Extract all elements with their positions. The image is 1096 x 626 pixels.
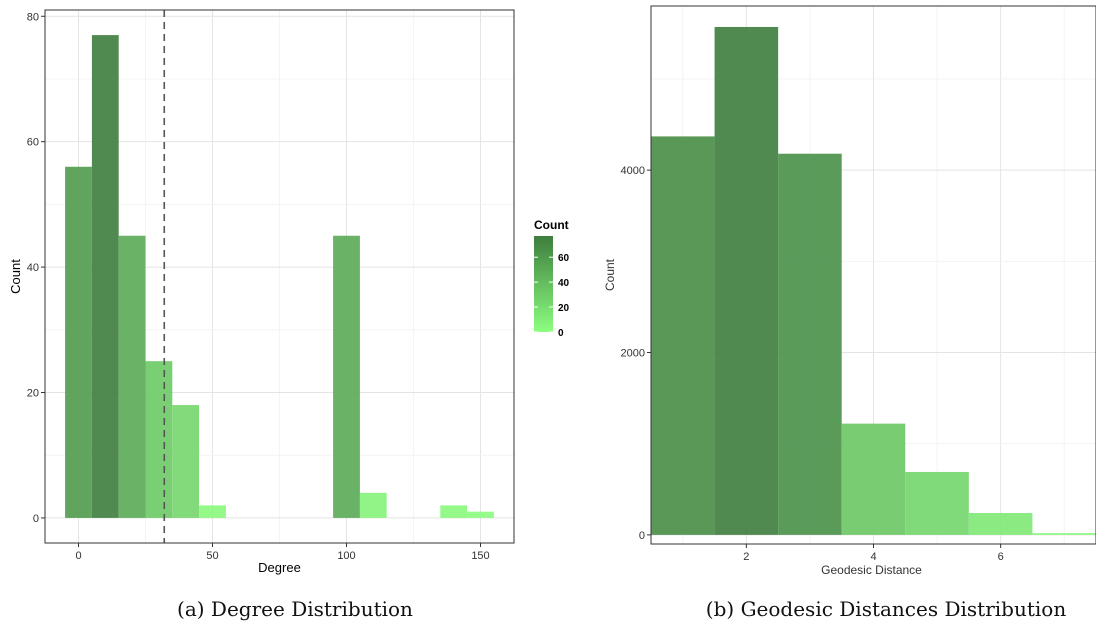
histogram-bar	[118, 235, 146, 518]
geodesic-bars	[651, 26, 1096, 535]
histogram-bar	[651, 136, 715, 535]
geodesic-y-axis-title: Count	[603, 258, 617, 291]
histogram-bar	[199, 505, 226, 518]
y-tick-label: 40	[27, 262, 39, 274]
degree-distribution-panel: 0 50 100 150 0 20 40 60 80 Degree Count Count 0 2…	[8, 9, 570, 621]
degree-plot-border	[44, 9, 515, 544]
caption-a: (a) Degree Distribution	[177, 597, 413, 621]
x-tick-label: 6	[998, 551, 1004, 563]
y-tick-label: 4000	[621, 165, 645, 177]
histogram-bar	[145, 361, 173, 518]
histogram-bar	[714, 26, 779, 535]
legend-tick-label: 40	[558, 278, 570, 289]
degree-bars	[65, 35, 494, 518]
x-tick-label: 50	[206, 550, 218, 562]
histogram-bar	[778, 153, 842, 535]
x-tick-label: 4	[870, 551, 876, 563]
degree-axis-ticks: 0 50 100 150 0 20 40 60 80	[27, 11, 490, 562]
histogram-bar	[65, 166, 92, 518]
x-tick-label: 2	[743, 551, 749, 563]
histogram-bar	[333, 235, 360, 518]
legend-color-bar	[534, 236, 553, 332]
legend-ticks: 0 20 40 60	[534, 253, 570, 339]
geodesic-distance-panel: 2 4 6 0 2000 4000 Geodesic Distance Count (b)…	[603, 5, 1096, 621]
degree-x-axis-title: Degree	[258, 560, 301, 575]
y-tick-label: 20	[27, 388, 39, 400]
geodesic-x-axis-title: Geodesic Distance	[821, 563, 922, 577]
x-tick-label: 100	[337, 550, 355, 562]
y-tick-label: 0	[33, 513, 39, 525]
histogram-bar	[172, 405, 200, 518]
caption-b: (b) Geodesic Distances Distribution	[706, 597, 1067, 621]
histogram-bar	[359, 492, 387, 518]
count-legend: Count 0 20 40 60	[534, 218, 570, 339]
histogram-bar	[841, 423, 906, 535]
legend-title: Count	[534, 218, 569, 232]
x-tick-label: 0	[75, 550, 81, 562]
legend-tick-label: 20	[558, 303, 570, 314]
y-tick-label: 2000	[621, 348, 645, 360]
degree-y-axis-title: Count	[8, 259, 23, 294]
y-tick-label: 0	[639, 530, 645, 542]
x-tick-label: 150	[471, 550, 489, 562]
histogram-bar	[467, 511, 494, 518]
legend-tick-label: 60	[558, 253, 570, 264]
histogram-bar	[440, 505, 468, 518]
histogram-bar	[91, 35, 119, 518]
legend-tick-label: 0	[558, 328, 564, 339]
geodesic-axis-ticks: 2 4 6 0 2000 4000	[621, 165, 1004, 563]
histogram-bar	[968, 512, 1033, 535]
y-tick-label: 80	[27, 11, 39, 23]
histogram-bar	[1032, 533, 1096, 535]
y-tick-label: 60	[27, 137, 39, 149]
histogram-bar	[905, 471, 969, 535]
